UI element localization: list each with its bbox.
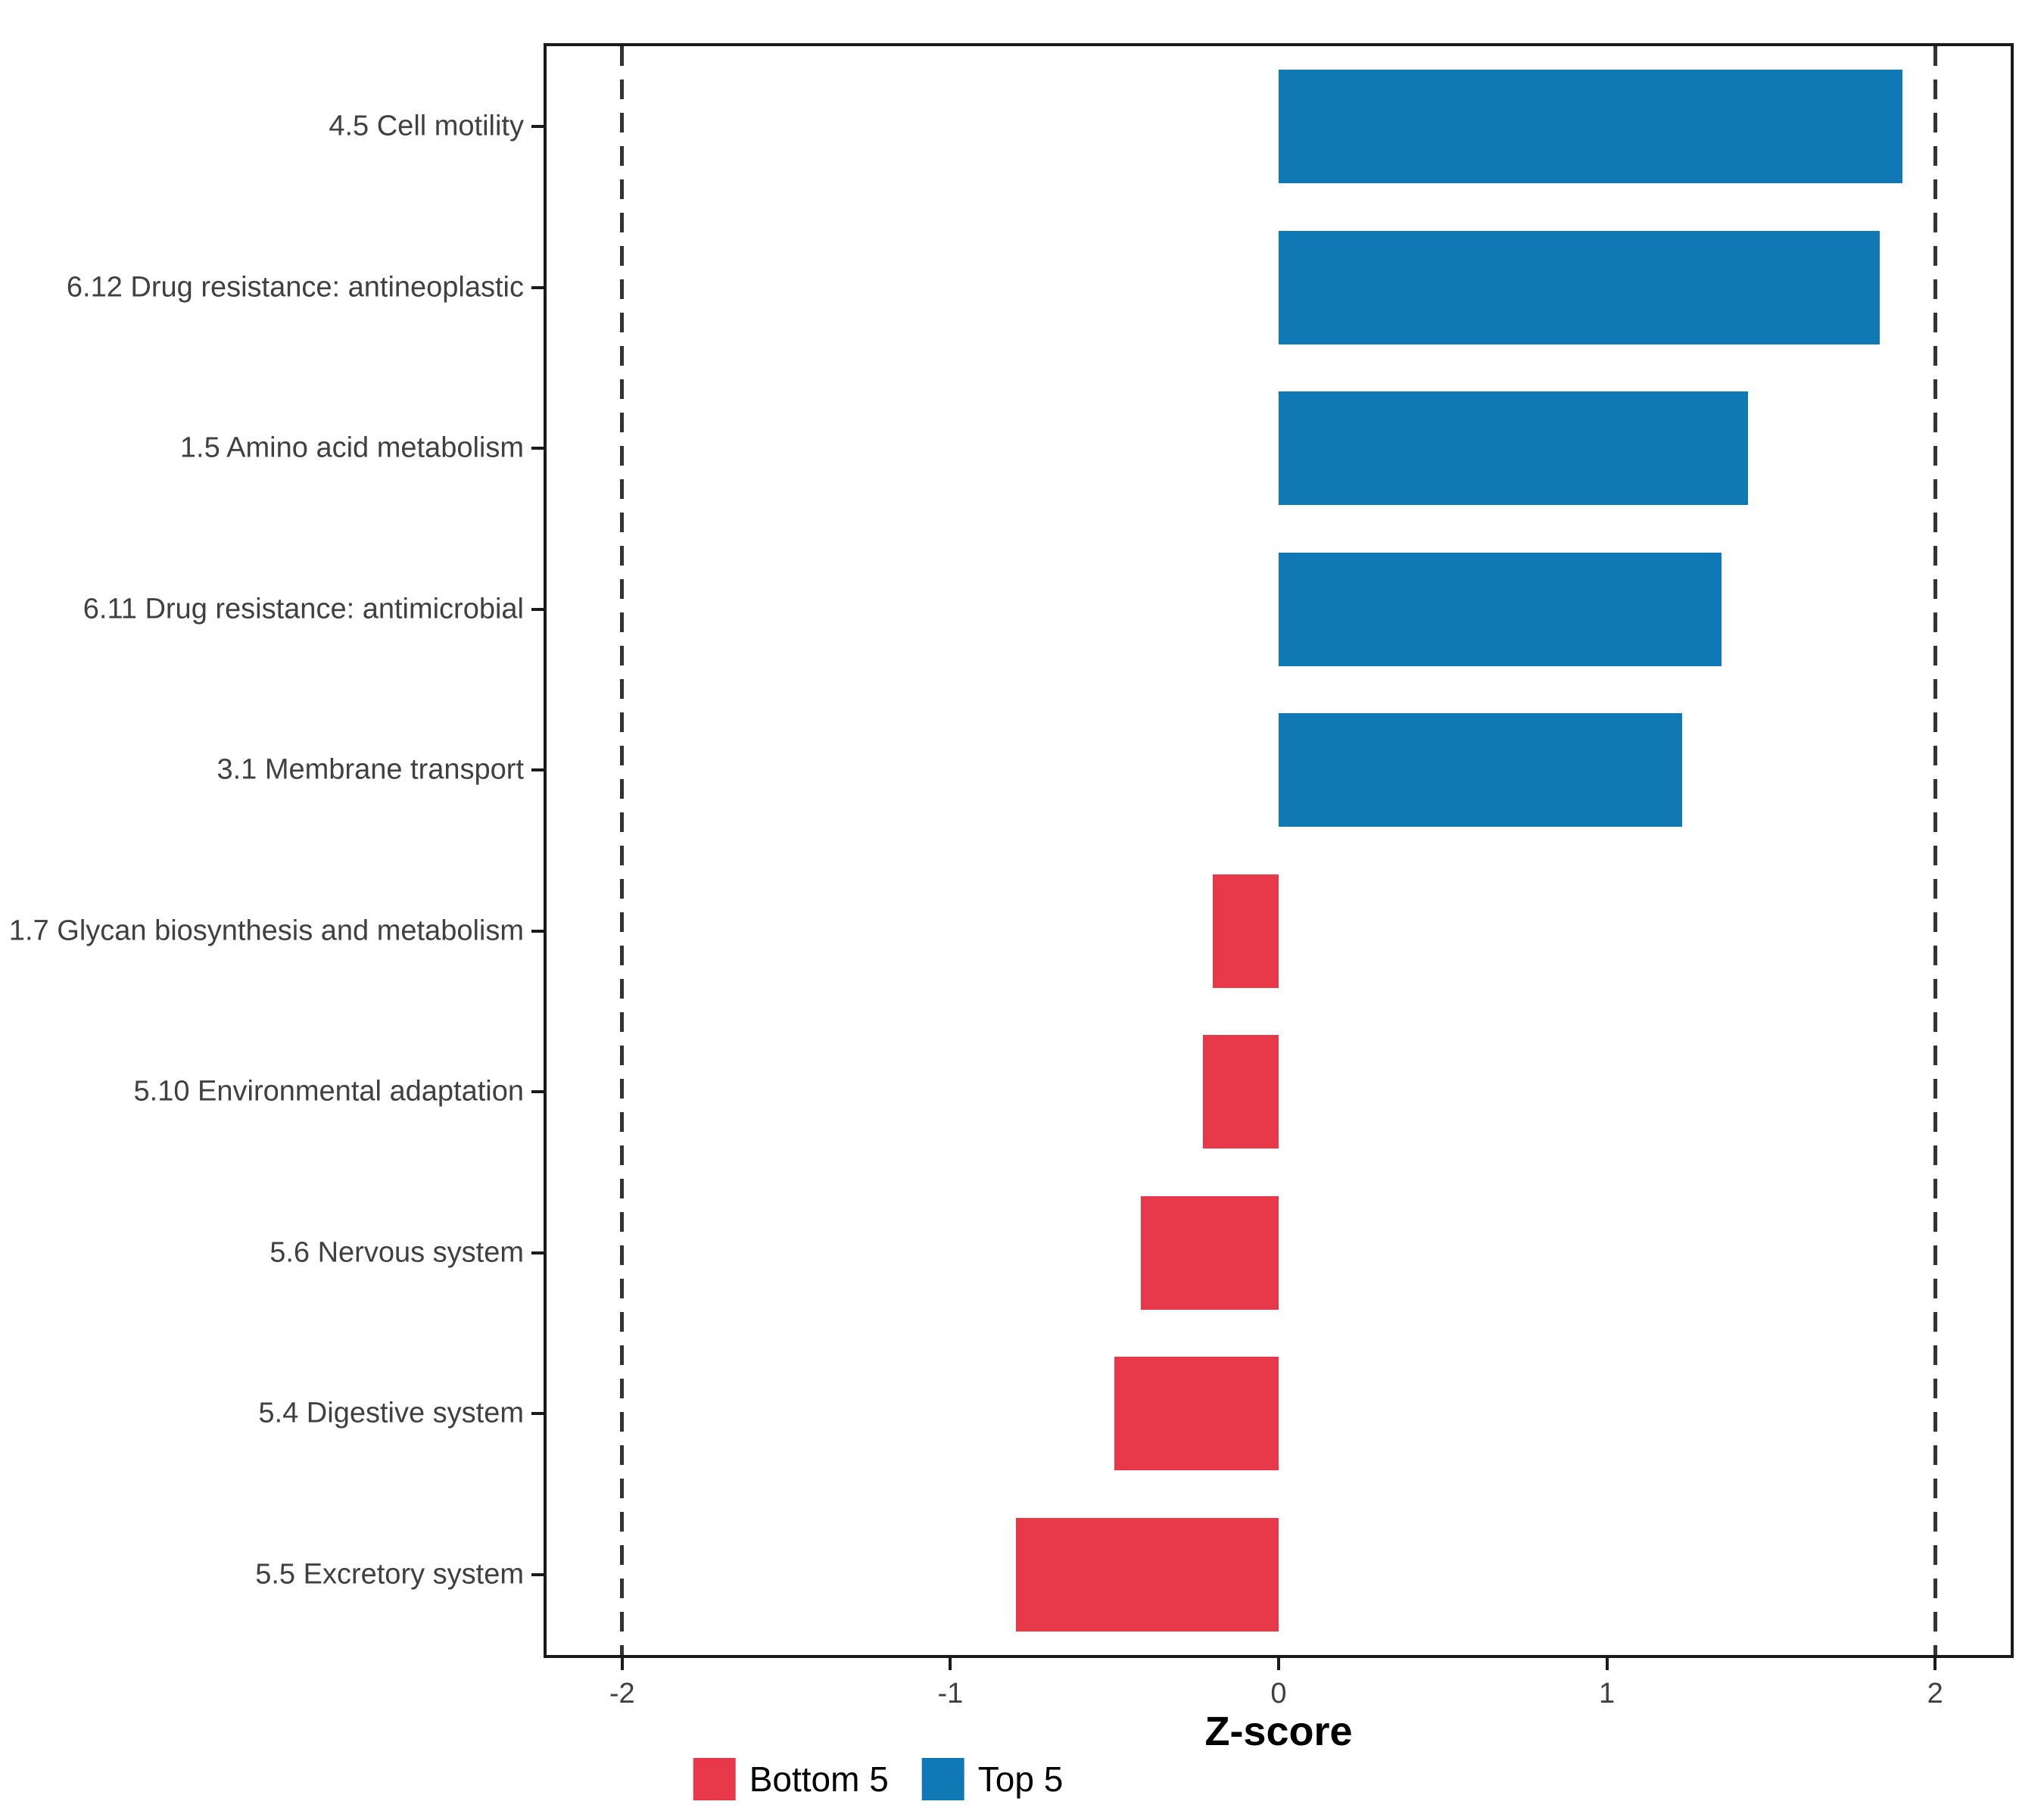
x-tick-label: -1 — [937, 1678, 964, 1709]
category-label: 1.5 Amino acid metabolism — [179, 432, 524, 464]
bar-top5 — [1279, 552, 1722, 666]
category-label: 5.10 Environmental adaptation — [133, 1075, 524, 1108]
x-tick-mark — [1277, 1658, 1280, 1670]
x-tick-label: 2 — [1927, 1678, 1943, 1709]
bar-top5 — [1279, 230, 1880, 344]
reference-line — [1933, 46, 1937, 1655]
y-tick-mark — [531, 1412, 544, 1416]
bar-bottom5 — [1203, 1035, 1279, 1149]
x-tick-mark — [1605, 1658, 1609, 1670]
y-tick-mark — [531, 1572, 544, 1576]
x-tick-label: 1 — [1599, 1678, 1616, 1709]
legend-item-bottom5: Bottom 5 — [693, 1758, 889, 1800]
category-label: 6.11 Drug resistance: antimicrobial — [83, 593, 524, 625]
y-tick-mark — [531, 607, 544, 611]
category-label: 1.7 Glycan biosynthesis and metabolism — [8, 915, 524, 947]
category-label: 5.4 Digestive system — [258, 1397, 524, 1429]
category-label: 6.12 Drug resistance: antineoplastic — [66, 271, 524, 304]
category-label: 5.5 Excretory system — [255, 1558, 524, 1591]
bar-bottom5 — [1114, 1357, 1279, 1471]
x-axis-title: Z-score — [1204, 1709, 1353, 1754]
x-tick-mark — [1933, 1658, 1937, 1670]
y-tick-mark — [531, 1090, 544, 1094]
y-tick-mark — [531, 447, 544, 450]
bar-top5 — [1279, 391, 1749, 506]
y-tick-mark — [531, 929, 544, 933]
bar-bottom5 — [1016, 1517, 1279, 1632]
legend-label-bottom5: Bottom 5 — [749, 1759, 889, 1799]
panel-inner — [547, 46, 2011, 1655]
y-tick-mark — [531, 768, 544, 772]
legend: Bottom 5 Top 5 — [693, 1758, 1064, 1800]
reference-line — [620, 46, 625, 1655]
legend-item-top5: Top 5 — [921, 1758, 1064, 1800]
legend-label-top5: Top 5 — [977, 1759, 1064, 1799]
category-label: 3.1 Membrane transport — [217, 753, 524, 786]
bar-bottom5 — [1140, 1195, 1279, 1310]
legend-swatch-top5 — [921, 1758, 964, 1800]
x-tick-label: -2 — [609, 1678, 635, 1709]
category-label: 5.6 Nervous system — [270, 1236, 524, 1269]
plot-panel — [544, 43, 2014, 1658]
category-label: 4.5 Cell motility — [329, 110, 524, 142]
legend-swatch-bottom5 — [693, 1758, 736, 1800]
bar-bottom5 — [1213, 874, 1279, 988]
bar-top5 — [1279, 713, 1683, 827]
x-tick-mark — [949, 1658, 952, 1670]
y-tick-mark — [531, 1251, 544, 1254]
y-tick-mark — [531, 125, 544, 129]
x-tick-label: 0 — [1270, 1678, 1287, 1709]
y-tick-mark — [531, 285, 544, 289]
x-tick-mark — [620, 1658, 624, 1670]
bar-top5 — [1279, 70, 1902, 184]
